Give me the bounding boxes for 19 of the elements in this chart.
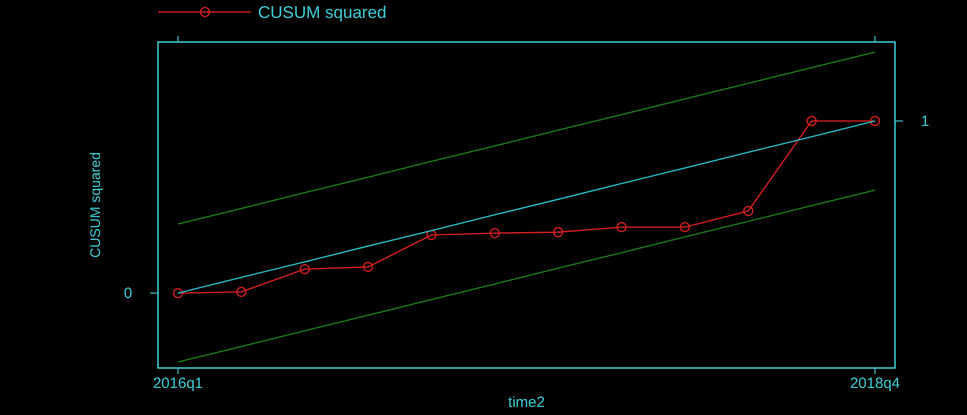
x-tick-label: 2016q1 — [152, 375, 204, 392]
point — [426, 230, 437, 240]
point — [743, 206, 754, 216]
point — [806, 116, 817, 126]
point — [870, 116, 880, 126]
x-tick-label: 2018q4 — [850, 375, 900, 392]
point — [300, 264, 310, 274]
point — [616, 222, 627, 232]
point — [490, 228, 500, 238]
point — [236, 286, 247, 298]
point — [362, 262, 374, 272]
y-axis-title: CUSUM squared — [87, 152, 103, 258]
x-axis-title: time2 — [508, 394, 545, 411]
text: CUSUM squared — [258, 3, 386, 22]
point — [553, 227, 564, 238]
text: 1 — [920, 112, 930, 130]
point — [680, 222, 690, 232]
point — [172, 288, 184, 298]
text: 0 — [124, 285, 132, 302]
